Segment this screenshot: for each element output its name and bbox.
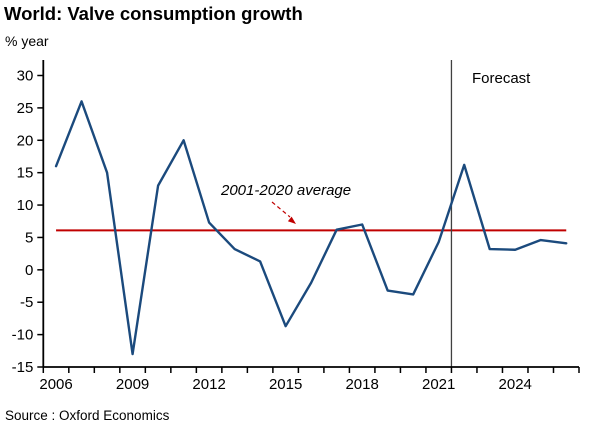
x-axis-tick-label: 2021 — [422, 376, 455, 393]
y-axis-unit-label: % year — [5, 33, 49, 49]
x-axis-tick-label: 2006 — [39, 376, 72, 393]
x-axis-tick-label: 2024 — [499, 376, 532, 393]
annotation-arrowhead-icon — [287, 216, 296, 224]
source-label: Source : Oxford Economics — [5, 408, 170, 423]
forecast-label: Forecast — [472, 70, 531, 87]
y-axis-tick-label: 15 — [17, 165, 34, 182]
y-axis-tick-label: 30 — [17, 68, 34, 85]
data-line — [54, 100, 568, 356]
x-axis-tick-label: 2012 — [192, 376, 225, 393]
y-axis-tick-label: 25 — [17, 100, 34, 117]
y-axis-tick-label: -15 — [12, 359, 34, 376]
y-axis-tick-label: 10 — [17, 197, 34, 214]
average-annotation: 2001-2020 average — [221, 182, 352, 199]
annotation-arrow-icon — [271, 201, 291, 218]
y-axis-tick-label: 20 — [17, 132, 34, 149]
y-axis-tick-label: 0 — [25, 262, 33, 279]
x-axis-tick-label: 2018 — [345, 376, 378, 393]
y-axis-tick-label: 5 — [25, 229, 33, 246]
y-axis-tick-label: -5 — [20, 294, 33, 311]
x-axis-tick-label: 2009 — [116, 376, 149, 393]
page-title: World: Valve consumption growth — [4, 3, 303, 24]
y-axis-tick-label: -10 — [12, 327, 34, 344]
x-axis-tick-label: 2015 — [269, 376, 302, 393]
